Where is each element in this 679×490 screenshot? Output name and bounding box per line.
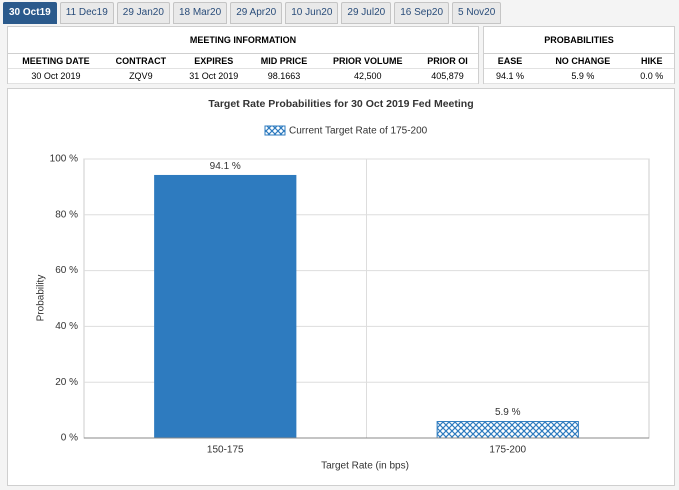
column-header: EXPIRES — [177, 53, 250, 69]
cell: 31 Oct 2019 — [177, 68, 250, 84]
tab-bar: 30 Oct19 11 Dec19 29 Jan20 18 Mar20 29 Apr20… — [3, 2, 502, 24]
bar — [154, 174, 297, 439]
data-row: 30 Oct 2019 ZQV9 31 Oct 2019 98.1663 42,500 4… — [8, 68, 478, 84]
column-header: MEETING DATE — [8, 53, 104, 69]
cell: 0.0 % — [629, 68, 674, 84]
y-tick-label: 80 % — [55, 209, 78, 220]
column-header: HIKE — [629, 53, 674, 69]
cell: 405,879 — [417, 68, 478, 84]
cell: 5.9 % — [536, 68, 630, 84]
chart-panel: Target Rate Probabilities for 30 Oct 201… — [7, 88, 675, 486]
date-tab[interactable]: 10 Jun20 — [285, 2, 339, 24]
y-tick-label: 0 % — [61, 433, 78, 444]
column-header: EASE — [484, 53, 537, 69]
legend-swatch — [264, 125, 286, 136]
y-tick-label: 60 % — [55, 265, 78, 276]
meeting-info-table: MEETING INFORMATION MEETING DATE CONTRACT… — [8, 27, 478, 84]
y-tick-label: 100 % — [50, 154, 78, 165]
panel-title: PROBABILITIES — [484, 27, 674, 54]
x-axis-label: Target Rate (in bps) — [321, 461, 409, 472]
header-row: EASE NO CHANGE HIKE — [484, 53, 674, 69]
y-tick-label: 40 % — [55, 321, 78, 332]
x-tick-label: 175-200 — [489, 445, 526, 456]
probabilities-table: PROBABILITIES EASE NO CHANGE HIKE 94.1 % 5.… — [484, 27, 674, 84]
bar — [436, 421, 579, 439]
date-tab[interactable]: 29 Jan20 — [116, 2, 170, 24]
cell: 94.1 % — [484, 68, 537, 84]
date-tab[interactable]: 30 Oct19 — [3, 2, 57, 24]
date-tab[interactable]: 5 Nov20 — [452, 2, 502, 24]
value-label: 5.9 % — [495, 407, 521, 418]
date-tab[interactable]: 18 Mar20 — [172, 2, 228, 24]
column-header: NO CHANGE — [536, 53, 630, 69]
header-row: MEETING DATE CONTRACT EXPIRES MID PRICE PRIO… — [8, 53, 478, 69]
probabilities-panel: PROBABILITIES EASE NO CHANGE HIKE 94.1 % 5.… — [483, 26, 675, 84]
column-header: CONTRACT — [103, 53, 178, 69]
chart: Target Rate Probabilities for 30 Oct 201… — [36, 98, 650, 472]
column-header: PRIOR VOLUME — [318, 53, 418, 69]
chart-title: Target Rate Probabilities for 30 Oct 201… — [208, 98, 473, 110]
y-axis-label: Probability — [36, 275, 47, 322]
meeting-info-panel: MEETING INFORMATION MEETING DATE CONTRACT… — [7, 26, 479, 84]
cell: ZQV9 — [103, 68, 178, 84]
data-row: 94.1 % 5.9 % 0.0 % — [484, 68, 674, 84]
date-tab[interactable]: 29 Apr20 — [230, 2, 283, 24]
x-tick-label: 150-175 — [207, 445, 244, 456]
cell: 30 Oct 2019 — [8, 68, 104, 84]
date-tab[interactable]: 11 Dec19 — [59, 2, 114, 24]
column-header: PRIOR OI — [417, 53, 478, 69]
value-label: 94.1 % — [210, 161, 241, 172]
column-header: MID PRICE — [249, 53, 319, 69]
cell: 98.1663 — [249, 68, 319, 84]
panel-title: MEETING INFORMATION — [8, 27, 478, 54]
y-tick-label: 20 % — [55, 377, 78, 388]
date-tab[interactable]: 29 Jul20 — [341, 2, 392, 24]
legend-label: Current Target Rate of 175-200 — [289, 126, 428, 137]
cell: 42,500 — [318, 68, 418, 84]
date-tab[interactable]: 16 Sep20 — [394, 2, 450, 24]
